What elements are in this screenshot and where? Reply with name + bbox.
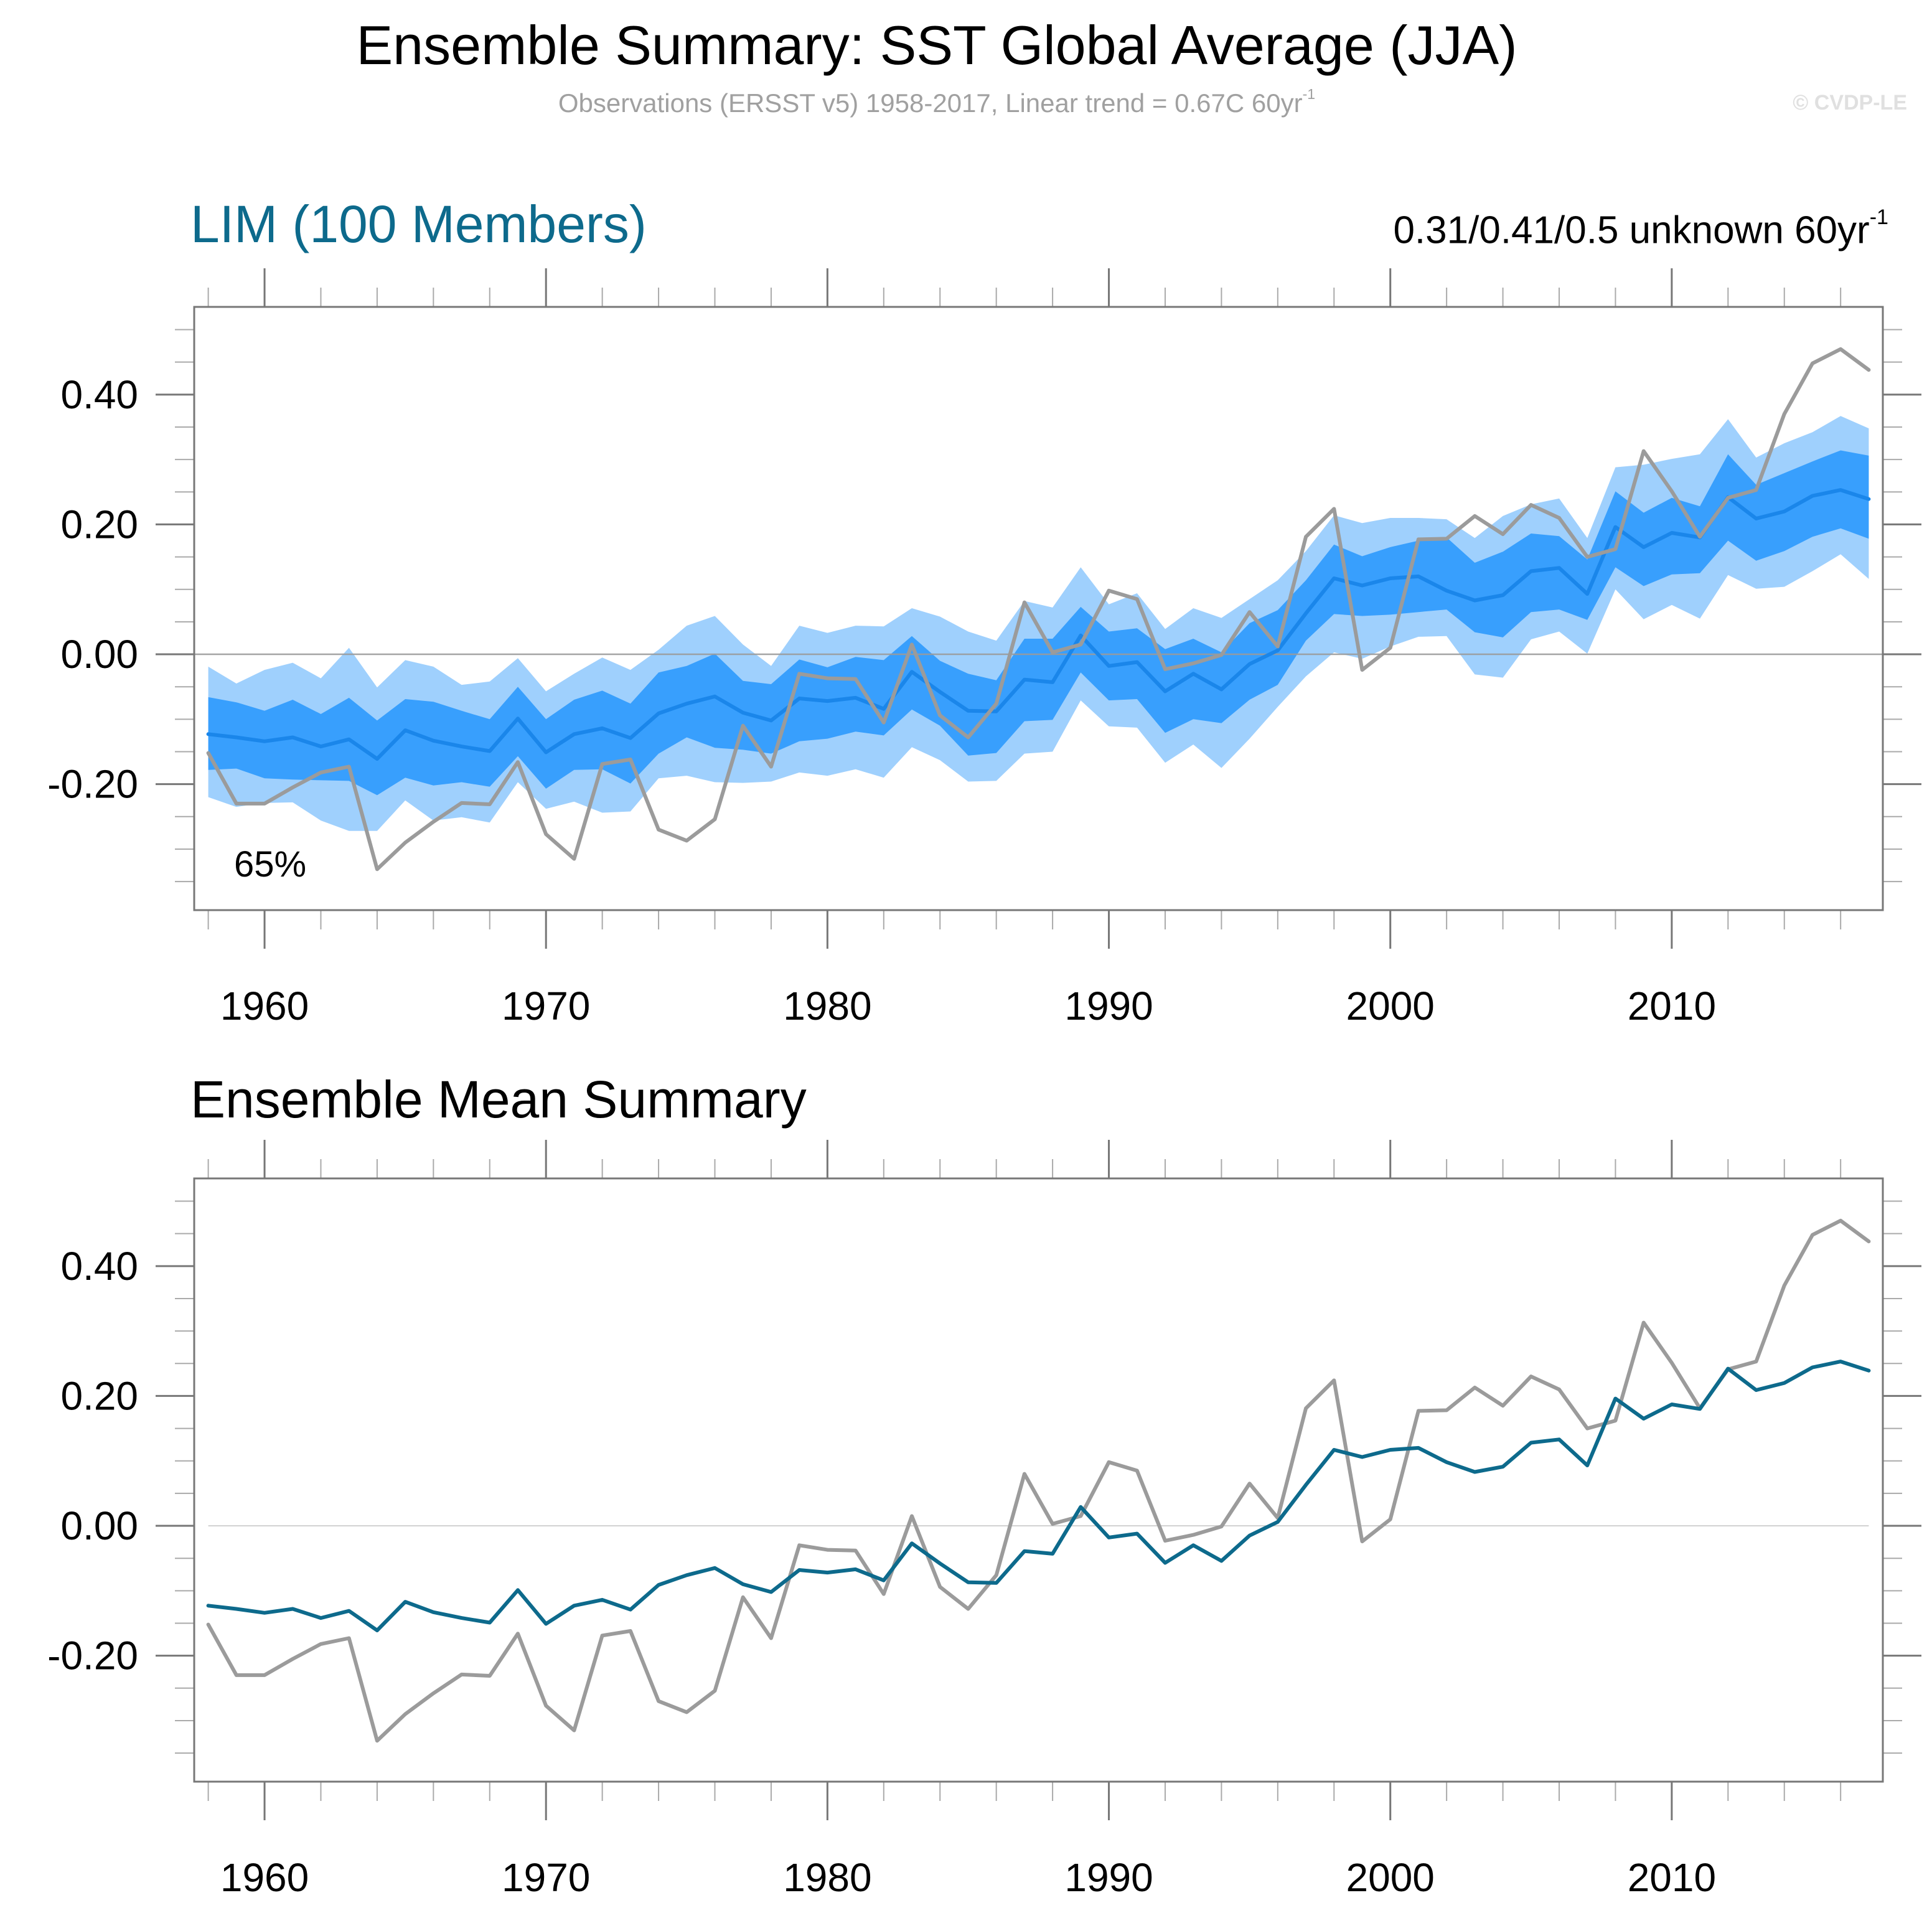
x-tick-label: 1970 bbox=[502, 1855, 590, 1900]
panel-ensemble-mean-summary: -0.20 0.00 0.20 0.40 1960 1970 1980 1990 2000 201… bbox=[47, 1140, 1921, 1900]
y-tick-label: -0.20 bbox=[47, 1633, 138, 1678]
copyright-label: © CVDP-LE bbox=[1793, 91, 1907, 115]
y-tick-label: 0.40 bbox=[60, 372, 138, 417]
plot-frame bbox=[193, 1177, 1884, 1783]
y-tick-label: 0.20 bbox=[60, 502, 138, 547]
x-tick-label: 2000 bbox=[1346, 1855, 1435, 1900]
ensemble-inner-band bbox=[208, 450, 1869, 796]
y-tick-label: -0.20 bbox=[47, 762, 138, 807]
x-tick-label: 1990 bbox=[1064, 984, 1153, 1028]
observations-subtitle: Observations (ERSST v5) 1958-2017, Linea… bbox=[0, 86, 1873, 118]
y-tick-label: 0.00 bbox=[60, 632, 138, 677]
y-tick-label: 0.00 bbox=[60, 1503, 138, 1548]
trend-superscript: -1 bbox=[1869, 205, 1888, 229]
x-tick-label: 1980 bbox=[783, 1855, 871, 1900]
ensemble-mean-line bbox=[206, 1360, 1871, 1632]
ensemble-panel-title: LIM (100 Members) bbox=[190, 195, 647, 253]
y-tick-label: 0.40 bbox=[60, 1244, 138, 1289]
observations-line bbox=[206, 347, 1871, 872]
subtitle-superscript: -1 bbox=[1302, 86, 1316, 102]
x-tick-label: 1990 bbox=[1064, 1855, 1153, 1900]
x-tick-label: 1960 bbox=[220, 984, 309, 1028]
plot-frame bbox=[193, 306, 1884, 911]
x-tick-label: 1960 bbox=[220, 1855, 309, 1900]
subtitle-text: Observations (ERSST v5) 1958-2017, Linea… bbox=[558, 88, 1303, 118]
observations-line bbox=[206, 1218, 1871, 1743]
percent-annotation: 65% bbox=[234, 844, 306, 885]
ensemble-trend-label: 0.31/0.41/0.5 unknown 60yr-1 bbox=[1393, 205, 1888, 253]
x-tick-label: 1980 bbox=[783, 984, 871, 1028]
trend-text: 0.31/0.41/0.5 unknown 60yr bbox=[1393, 209, 1870, 252]
x-tick-label: 2010 bbox=[1628, 1855, 1716, 1900]
mean-panel-title: Ensemble Mean Summary bbox=[190, 1070, 807, 1129]
x-tick-label: 2000 bbox=[1346, 984, 1435, 1028]
x-tick-label: 1970 bbox=[502, 984, 590, 1028]
ensemble-mean-line bbox=[206, 488, 1871, 761]
panel-ensemble-summary: -0.20 0.00 0.20 0.40 1960 1970 1980 1990 2000 201… bbox=[47, 268, 1921, 1028]
figure-title: Ensemble Summary: SST Global Average (JJ… bbox=[356, 14, 1517, 76]
x-tick-label: 2010 bbox=[1628, 984, 1716, 1028]
y-tick-label: 0.20 bbox=[60, 1373, 138, 1418]
